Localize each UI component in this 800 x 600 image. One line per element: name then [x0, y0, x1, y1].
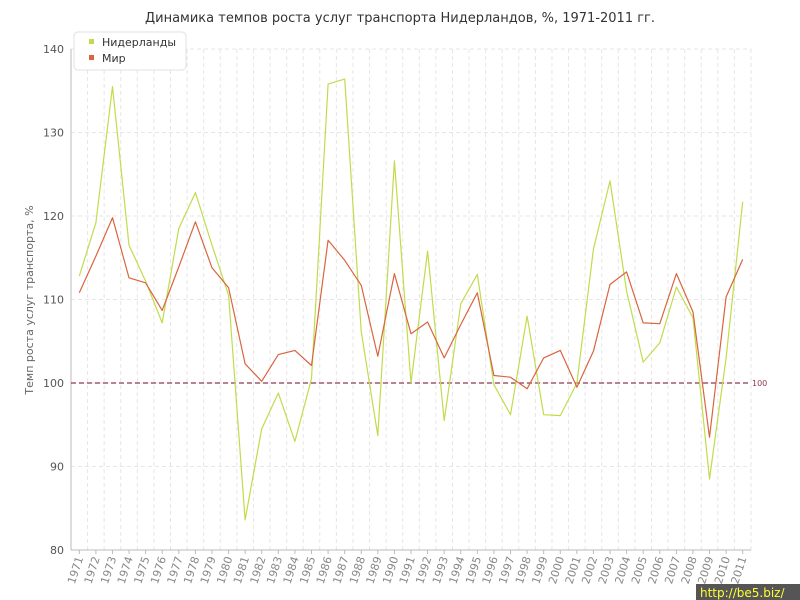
- legend-swatch-netherlands: [89, 39, 94, 44]
- chart-title: Динамика темпов роста услуг транспорта Н…: [145, 11, 655, 26]
- y-tick-label: 100: [43, 377, 64, 390]
- y-tick-label: 120: [43, 210, 64, 223]
- legend-swatch-world: [89, 55, 94, 60]
- legend-box: [73, 31, 187, 71]
- y-tick-label: 80: [50, 544, 64, 557]
- y-tick-label: 90: [50, 461, 64, 474]
- watermark: http://be5.biz/: [700, 586, 785, 600]
- legend-entry-world: Мир: [102, 52, 126, 65]
- legend: Нидерланды Мир: [73, 31, 187, 71]
- series-line-world: [78, 217, 744, 438]
- y-tick-label: 130: [43, 127, 64, 140]
- watermark-background: [696, 584, 800, 600]
- plot-area: 8090100110120130140197119721973197419751…: [43, 43, 767, 586]
- legend-entry-netherlands: Нидерланды: [102, 36, 176, 49]
- y-tick-label: 140: [43, 43, 64, 56]
- y-axis-label: Темп роста услуг транспорта, %: [23, 205, 36, 395]
- reference-line-label: 100: [752, 379, 767, 388]
- y-tick-label: 110: [43, 294, 64, 307]
- series-line-netherlands: [78, 78, 744, 521]
